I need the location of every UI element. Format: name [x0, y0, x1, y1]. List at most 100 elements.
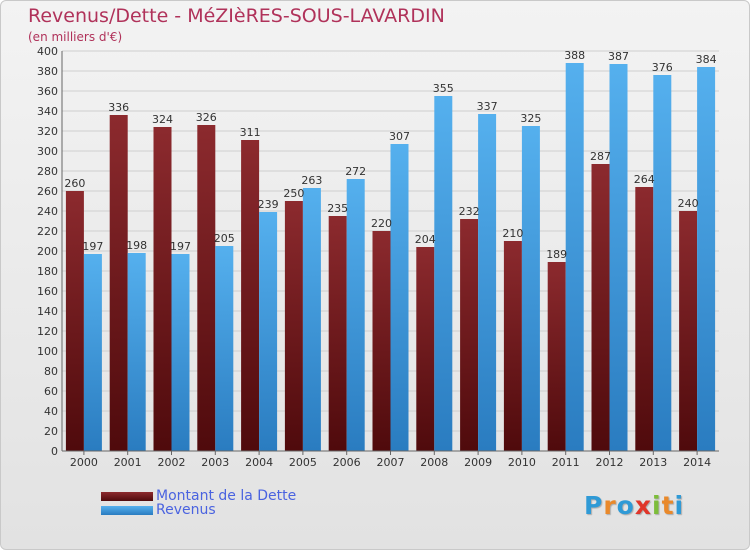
legend-item-revenue: Revenus: [101, 502, 216, 518]
data-label-debt: 204: [415, 233, 436, 246]
data-label-debt: 260: [64, 177, 85, 190]
y-tick-label: 20: [44, 425, 58, 438]
y-tick-label: 40: [44, 405, 58, 418]
data-label-revenue: 376: [652, 61, 673, 74]
y-tick-label: 380: [37, 65, 58, 78]
x-tick-label: 2005: [289, 456, 317, 469]
x-tick-label: 2000: [70, 456, 98, 469]
bar-revenue: [346, 179, 365, 451]
data-label-revenue: 355: [433, 82, 454, 95]
data-label-revenue: 263: [301, 174, 322, 187]
y-tick-label: 260: [37, 185, 58, 198]
data-label-revenue: 205: [214, 232, 235, 245]
x-tick-label: 2013: [639, 456, 667, 469]
bar-debt: [328, 216, 347, 451]
data-label-debt: 240: [678, 197, 699, 210]
y-tick-label: 340: [37, 105, 58, 118]
data-label-debt: 189: [546, 248, 567, 261]
x-tick-label: 2004: [245, 456, 273, 469]
data-label-revenue: 384: [696, 53, 717, 66]
data-label-debt: 324: [152, 113, 173, 126]
x-tick-label: 2006: [333, 456, 361, 469]
bar-revenue: [215, 246, 234, 451]
data-label-debt: 250: [283, 187, 304, 200]
bar-revenue: [171, 254, 190, 451]
bar-revenue: [697, 67, 716, 451]
x-tick-label: 2002: [158, 456, 186, 469]
data-label-debt: 336: [108, 101, 129, 114]
bar-revenue: [127, 253, 146, 451]
x-tick-label: 2014: [683, 456, 711, 469]
y-tick-label: 320: [37, 125, 58, 138]
data-label-debt: 311: [240, 126, 261, 139]
y-tick-label: 360: [37, 85, 58, 98]
y-tick-label: 400: [37, 45, 58, 58]
data-label-revenue: 388: [564, 49, 585, 62]
legend-label-debt: Montant de la Dette: [156, 488, 297, 504]
bar-revenue: [390, 144, 409, 451]
data-label-revenue: 198: [126, 239, 147, 252]
bar-debt: [241, 140, 260, 451]
bar-revenue: [521, 126, 540, 451]
y-tick-label: 180: [37, 265, 58, 278]
y-tick-label: 240: [37, 205, 58, 218]
data-label-revenue: 197: [82, 240, 103, 253]
x-tick-label: 2010: [508, 456, 536, 469]
y-tick-label: 100: [37, 345, 58, 358]
data-label-debt: 210: [502, 227, 523, 240]
bar-debt: [679, 211, 698, 451]
bar-revenue: [302, 188, 321, 451]
bar-revenue: [565, 63, 584, 451]
bar-debt: [284, 201, 303, 451]
legend-swatch-debt: [101, 491, 153, 501]
data-label-revenue: 197: [170, 240, 191, 253]
y-tick-label: 280: [37, 165, 58, 178]
bar-debt: [372, 231, 391, 451]
bar-revenue: [259, 212, 278, 451]
bar-revenue: [434, 96, 453, 451]
x-tick-label: 2003: [201, 456, 229, 469]
bar-revenue: [609, 64, 628, 451]
bar-debt: [416, 247, 435, 451]
bar-debt: [109, 115, 128, 451]
data-label-revenue: 325: [520, 112, 541, 125]
data-label-debt: 287: [590, 150, 611, 163]
y-tick-label: 200: [37, 245, 58, 258]
bar-revenue: [83, 254, 102, 451]
legend-item-debt: Montant de la Dette: [101, 488, 297, 504]
y-tick-label: 0: [51, 445, 58, 458]
bar-debt: [547, 262, 566, 451]
data-label-debt: 326: [196, 111, 217, 124]
x-tick-label: 2007: [377, 456, 405, 469]
bar-debt: [153, 127, 172, 451]
bar-debt: [65, 191, 84, 451]
bar-revenue: [478, 114, 497, 451]
bars: [65, 63, 716, 451]
data-label-debt: 232: [459, 205, 480, 218]
bar-debt: [460, 219, 479, 451]
bar-debt: [197, 125, 216, 451]
data-label-revenue: 337: [477, 100, 498, 113]
data-label-revenue: 387: [608, 50, 629, 63]
bar-debt: [503, 241, 522, 451]
y-tick-label: 160: [37, 285, 58, 298]
bar-debt: [591, 164, 610, 451]
x-tick-label: 2012: [596, 456, 624, 469]
data-label-revenue: 272: [345, 165, 366, 178]
bar-debt: [635, 187, 654, 451]
legend-swatch-revenue: [101, 505, 153, 515]
data-label-debt: 220: [371, 217, 392, 230]
data-label-revenue: 239: [258, 198, 279, 211]
y-tick-label: 120: [37, 325, 58, 338]
y-tick-label: 80: [44, 365, 58, 378]
y-tick-label: 60: [44, 385, 58, 398]
data-label-debt: 235: [327, 202, 348, 215]
x-tick-label: 2011: [552, 456, 580, 469]
bar-revenue: [653, 75, 672, 451]
proxiti-logo: Proxiti: [584, 491, 685, 520]
x-tick-label: 2009: [464, 456, 492, 469]
y-tick-label: 140: [37, 305, 58, 318]
